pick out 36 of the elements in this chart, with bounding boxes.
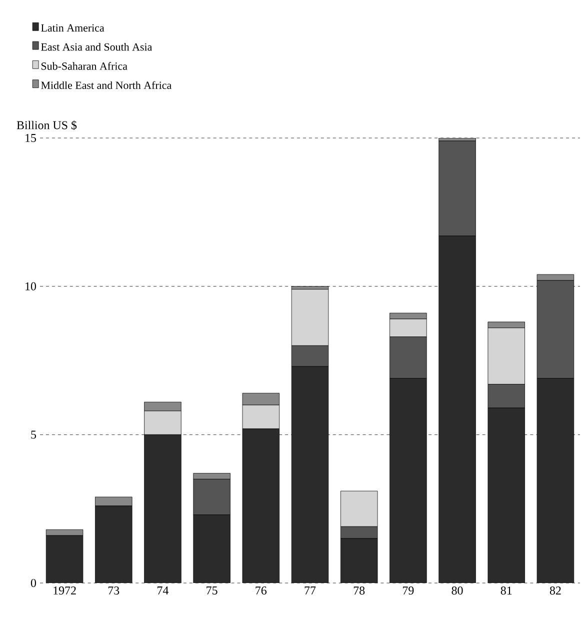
x-tick-label: 1972 [54,586,76,595]
bar [292,366,328,583]
y-tick-label: 0 [30,578,36,588]
bar [242,392,280,406]
x-tick-label: 81 [500,586,512,595]
x-tick-label: 80 [452,586,463,595]
bar [438,236,476,583]
bar [340,538,378,583]
legend-label: Sub-Saharan Africa [41,62,128,70]
bar [536,378,574,583]
bar [193,473,230,480]
legend-label: Middle East and North Africa [41,81,172,90]
y-axis-title: Billion US $ [16,120,77,130]
x-tick-label: 75 [206,586,218,594]
bar [242,428,280,583]
x-tick-label: 76 [256,586,267,595]
x-tick-label: 73 [108,586,120,595]
bar [390,378,427,583]
bar [95,506,132,583]
y-tick-label: 15 [26,134,36,142]
x-tick-label: 82 [550,586,561,595]
y-tick-label: 10 [26,282,36,290]
bar [488,408,525,583]
legend-label: Latin America [41,24,104,32]
bar [46,536,83,583]
y-tick-label: 5 [31,430,36,439]
x-tick-label: 74 [158,586,169,594]
bar [242,404,280,429]
x-tick-label: 77 [304,586,316,594]
x-tick-label: 79 [402,586,414,595]
bar [193,514,230,583]
bar [193,478,230,515]
bar [144,410,182,435]
x-tick-label: 78 [354,586,365,595]
legend-label: East Asia and South Asia [41,42,152,51]
bar [144,434,182,583]
